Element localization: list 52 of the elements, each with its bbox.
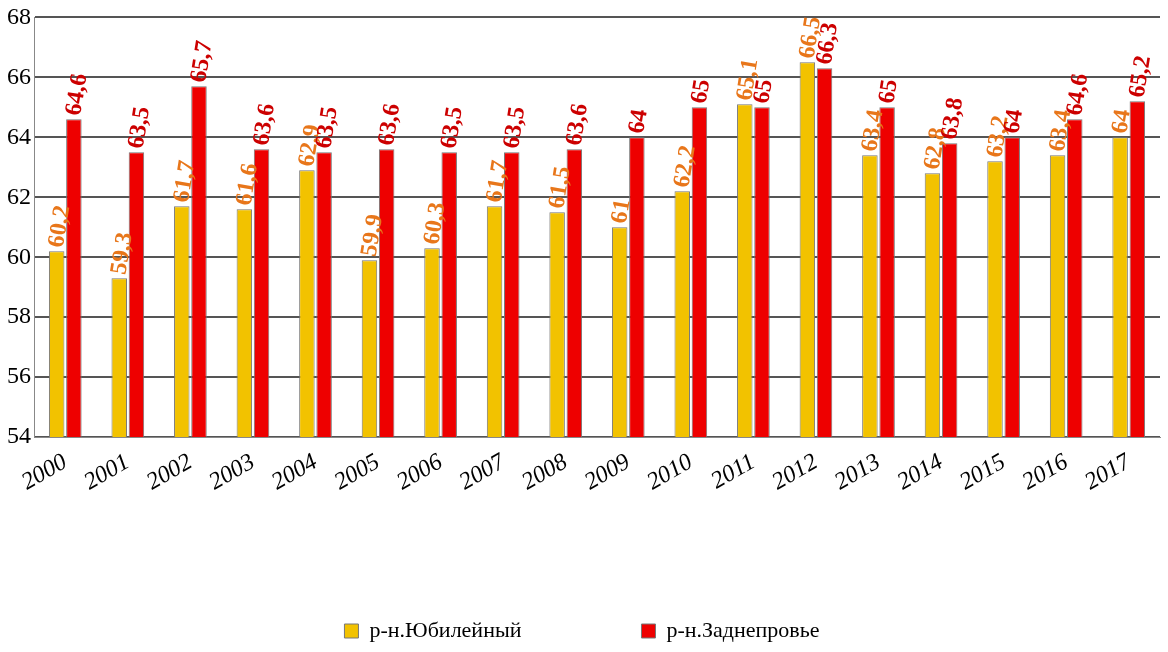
data-label: 61,7 [479, 158, 513, 204]
data-label: 63,6 [372, 101, 405, 148]
legend-label: р-н.Заднепровье [666, 616, 820, 642]
data-label: 65,2 [1122, 53, 1155, 100]
x-tick-label: 2009 [579, 447, 634, 495]
data-label: 59,9 [354, 212, 388, 258]
data-label: 63,5 [497, 104, 530, 151]
data-label: 64,6 [59, 71, 92, 118]
x-tick-label: 2011 [706, 447, 760, 494]
x-tick-label: 2014 [892, 447, 947, 495]
y-tick-label: 68 [7, 2, 31, 29]
x-tick-label: 2015 [954, 447, 1010, 495]
y-tick-label: 66 [7, 62, 31, 89]
y-tick-label: 58 [7, 302, 31, 329]
x-tick-label: 2001 [78, 447, 134, 495]
x-tick-label: 2000 [16, 447, 71, 495]
data-label: 61,7 [167, 158, 200, 204]
data-label: 61 [605, 197, 635, 225]
data-label: 63,4 [855, 107, 888, 154]
data-label: 63,5 [434, 104, 467, 151]
y-tick-label: 62 [7, 182, 31, 209]
data-label: 60,3 [417, 200, 450, 246]
y-tick-label: 56 [7, 362, 31, 389]
x-tick-label: 2010 [641, 447, 697, 495]
data-label: 63,6 [559, 101, 592, 148]
x-tick-label: 2004 [266, 447, 322, 495]
x-tick-label: 2005 [329, 447, 384, 495]
x-tick-label: 2006 [391, 447, 447, 495]
data-label: 59,3 [104, 230, 137, 276]
data-label: 65 [684, 77, 715, 106]
x-tick-label: 2017 [1079, 447, 1136, 495]
data-label: 63,6 [246, 101, 280, 148]
y-tick-label: 54 [7, 422, 31, 449]
data-label: 64 [622, 107, 652, 136]
data-label: 61,5 [542, 164, 575, 210]
x-tick-label: 2003 [204, 447, 259, 495]
x-tick-label: 2002 [141, 447, 197, 495]
y-tick-label: 64 [7, 122, 31, 149]
y-tick-label: 60 [7, 242, 31, 269]
data-label: 65,7 [184, 38, 217, 85]
legend-label: р-н.Юбилейный [369, 616, 522, 642]
data-label: 61,6 [229, 161, 262, 207]
x-tick-label: 2016 [1017, 447, 1072, 495]
x-tick-label: 2007 [454, 447, 510, 495]
x-tick-label: 2008 [516, 447, 572, 495]
data-label: 63,5 [121, 104, 155, 151]
data-label: 64 [1105, 107, 1135, 136]
x-tick-label: 2013 [829, 447, 885, 495]
data-label: 62,2 [667, 143, 700, 190]
data-label: 65 [872, 77, 902, 106]
data-label: 60,2 [42, 203, 75, 249]
x-tick-label: 2012 [767, 447, 822, 495]
